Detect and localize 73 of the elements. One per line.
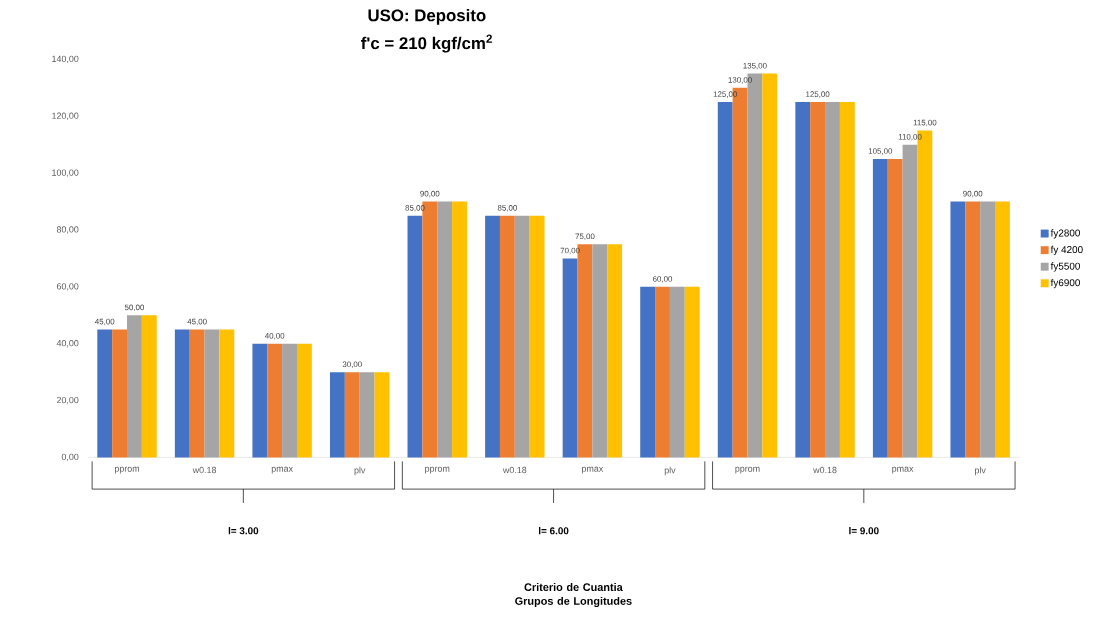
- bar: [887, 158, 903, 458]
- bar: [219, 329, 235, 458]
- y-tick-label: 140,00: [52, 55, 79, 64]
- text: l= 9.00: [849, 527, 879, 535]
- bar: [640, 286, 656, 458]
- bar: [329, 372, 345, 458]
- bar: [344, 372, 360, 458]
- bar: [374, 372, 390, 458]
- bar: [980, 201, 996, 458]
- bar: [902, 144, 918, 458]
- x-tick-label: w0.18: [813, 466, 837, 474]
- bar: [810, 102, 826, 458]
- bar: [950, 201, 966, 458]
- bar: [452, 201, 467, 458]
- bar: [717, 102, 733, 458]
- x-tick-label: pmax: [271, 466, 293, 474]
- x-tick-label: plv: [664, 466, 676, 476]
- x-tick-label: plv: [975, 466, 986, 476]
- y-tick-label: 0,00: [61, 453, 79, 462]
- bar: [407, 215, 423, 458]
- legend-label: fy 4200: [1050, 245, 1083, 256]
- x-tick-label: w0.18: [192, 466, 217, 474]
- legend-label: fy6900: [1050, 279, 1080, 289]
- bar: [795, 102, 811, 458]
- bar: [437, 201, 453, 458]
- y-tick-label: 40,00: [56, 340, 79, 348]
- bar: [839, 102, 855, 458]
- bar: [529, 215, 545, 458]
- y-tick-label: 100,00: [52, 169, 79, 177]
- x-tick-label: pmax: [892, 466, 914, 474]
- bar: [872, 158, 888, 458]
- x-tick-label: w0.18: [502, 466, 527, 474]
- bar: [592, 244, 608, 458]
- text: l= 3.00: [228, 527, 259, 535]
- bar: [189, 329, 205, 458]
- bar: [97, 329, 113, 458]
- bar: [562, 258, 578, 458]
- bar: [655, 286, 670, 458]
- y-tick-label: 60,00: [56, 283, 79, 291]
- x-tick-label: plv: [354, 466, 366, 476]
- bar: [141, 315, 157, 458]
- text: l= 6.00: [539, 527, 569, 535]
- bar: [669, 286, 685, 458]
- bar: [282, 343, 297, 458]
- bar: [965, 201, 981, 458]
- bar: [684, 286, 700, 458]
- chart-subtitle: f'c = 210 kgf/cm$^{2}$: [361, 34, 492, 53]
- y-tick-label: 80,00: [56, 226, 79, 234]
- bar: [359, 372, 375, 458]
- text: Criterio de Cuantia Grupos de Longitudes: [515, 583, 632, 608]
- bar: [485, 215, 500, 458]
- legend-label: fy5500: [1050, 262, 1080, 272]
- bar: [995, 201, 1010, 458]
- x-tick-label: pmax: [582, 466, 604, 474]
- bar: [514, 215, 530, 458]
- bar: [112, 329, 128, 458]
- bar: [204, 329, 220, 458]
- bar: [127, 315, 142, 458]
- x-tick-label: pprom: [425, 466, 450, 474]
- bar: [825, 102, 840, 458]
- bar: [296, 343, 312, 458]
- bar: [607, 244, 623, 458]
- y-tick-label: 120,00: [52, 112, 79, 121]
- bar: [762, 73, 778, 458]
- chart-title: USO: Deposito: [368, 9, 486, 25]
- bar: [267, 343, 283, 458]
- bar: [499, 215, 515, 458]
- x-tick-label: pprom: [114, 466, 140, 474]
- bar: [252, 343, 268, 458]
- bar: [174, 329, 190, 458]
- x-tick-label: pprom: [735, 466, 760, 474]
- legend-label: fy2800: [1050, 229, 1080, 239]
- y-tick-label: 20,00: [56, 396, 79, 405]
